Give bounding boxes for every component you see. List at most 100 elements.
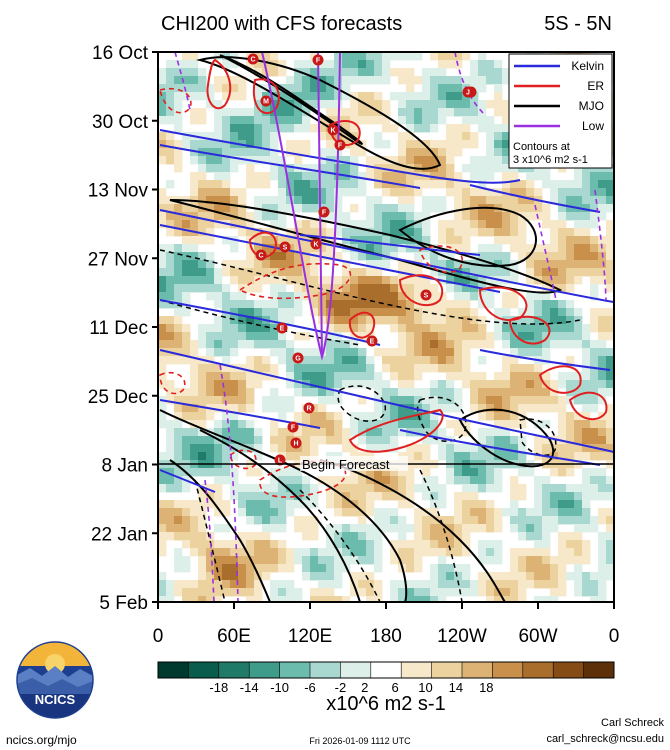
shading-cell xyxy=(534,292,543,301)
shading-cell xyxy=(318,188,327,197)
shading-cell xyxy=(590,420,599,429)
shading-cell xyxy=(550,300,559,309)
shading-cell xyxy=(510,548,519,557)
shading-cell xyxy=(318,396,327,405)
shading-cell xyxy=(486,484,495,493)
shading-cell xyxy=(310,308,319,317)
shading-cell xyxy=(598,516,607,525)
shading-cell xyxy=(558,492,567,501)
shading-cell xyxy=(182,252,191,261)
shading-cell xyxy=(598,564,607,573)
colorbar-frame xyxy=(157,661,615,679)
shading-cell xyxy=(158,324,167,333)
shading-cell xyxy=(558,580,567,589)
shading-cell xyxy=(486,540,495,549)
shading-cell xyxy=(406,500,415,509)
shading-cell xyxy=(262,116,271,125)
shading-cell xyxy=(326,244,335,253)
shading-cell xyxy=(374,476,383,485)
shading-cell xyxy=(430,364,439,373)
shading-cell xyxy=(350,308,359,317)
low-contour xyxy=(317,52,323,358)
shading-cell xyxy=(222,548,231,557)
wave-label-marker: S xyxy=(420,289,432,301)
shading-cell xyxy=(286,436,295,445)
shading-cell xyxy=(494,260,503,269)
shading-cell xyxy=(478,116,487,125)
shading-cell xyxy=(198,580,207,589)
shading-cell xyxy=(430,52,439,61)
shading-cell xyxy=(198,412,207,421)
shading-cell xyxy=(302,428,311,437)
shading-cell xyxy=(286,308,295,317)
shading-cell xyxy=(566,372,575,381)
shading-cell xyxy=(318,564,327,573)
shading-cell xyxy=(246,116,255,125)
shading-cell xyxy=(254,436,263,445)
shading-cell xyxy=(358,332,367,341)
shading-cell xyxy=(470,164,479,173)
shading-cell xyxy=(406,116,415,125)
shading-cell xyxy=(182,524,191,533)
x-tick-label: 60W xyxy=(518,626,557,647)
shading-cell xyxy=(582,412,591,421)
low-frequency-contours xyxy=(261,52,341,361)
shading-cell xyxy=(598,588,607,597)
shading-cell xyxy=(206,276,215,285)
x-axis: 0 60E 120E 180 120W 60W 0 xyxy=(153,602,619,647)
shading-cell xyxy=(294,140,303,149)
shading-cell xyxy=(390,228,399,237)
shading-cell xyxy=(454,372,463,381)
shading-cell xyxy=(590,308,599,317)
shading-cell xyxy=(526,380,535,389)
shading-cell xyxy=(510,172,519,181)
shading-cell xyxy=(174,156,183,165)
shading-cell xyxy=(342,212,351,221)
shading-cell xyxy=(286,548,295,557)
shading-cell xyxy=(182,500,191,509)
shading-cell xyxy=(502,428,511,437)
shading-cell xyxy=(238,84,247,93)
shading-cell xyxy=(302,572,311,581)
shading-cell xyxy=(558,340,567,349)
shading-cell xyxy=(302,420,311,429)
shading-cell xyxy=(542,396,551,405)
shading-cell xyxy=(310,372,319,381)
shading-cell xyxy=(430,540,439,549)
shading-cell xyxy=(478,100,487,109)
shading-cell xyxy=(350,188,359,197)
shading-cell xyxy=(158,132,167,141)
shading-cell xyxy=(518,308,527,317)
shading-cell xyxy=(318,580,327,589)
shading-cell xyxy=(430,260,439,269)
shading-cell xyxy=(590,252,599,261)
shading-cell xyxy=(430,524,439,533)
shading-cell xyxy=(598,236,607,245)
shading-cell xyxy=(286,204,295,213)
shading-cell xyxy=(366,356,375,365)
mjo-contour xyxy=(169,459,271,602)
shading-cell xyxy=(598,188,607,197)
wave-label-text: F xyxy=(322,210,327,217)
shading-cell xyxy=(318,116,327,125)
shading-cell xyxy=(278,116,287,125)
colorbar-tick-label: 10 xyxy=(418,680,432,695)
shading-cell xyxy=(502,108,511,117)
shading-cell xyxy=(230,588,239,597)
shading-cell xyxy=(494,156,503,165)
shading-cell xyxy=(350,508,359,517)
shading-cell xyxy=(502,180,511,189)
shading-cell xyxy=(358,108,367,117)
shading-cell xyxy=(342,500,351,509)
shading-cell xyxy=(494,228,503,237)
wave-label-circle xyxy=(292,352,304,364)
shading-cell xyxy=(286,500,295,509)
shading-cell xyxy=(478,84,487,93)
shading-cell xyxy=(174,356,183,365)
shading-cell xyxy=(358,420,367,429)
shading-cell xyxy=(510,556,519,565)
shading-cell xyxy=(510,564,519,573)
shading-cell xyxy=(398,588,407,597)
shading-cell xyxy=(422,108,431,117)
shading-cell xyxy=(534,436,543,445)
